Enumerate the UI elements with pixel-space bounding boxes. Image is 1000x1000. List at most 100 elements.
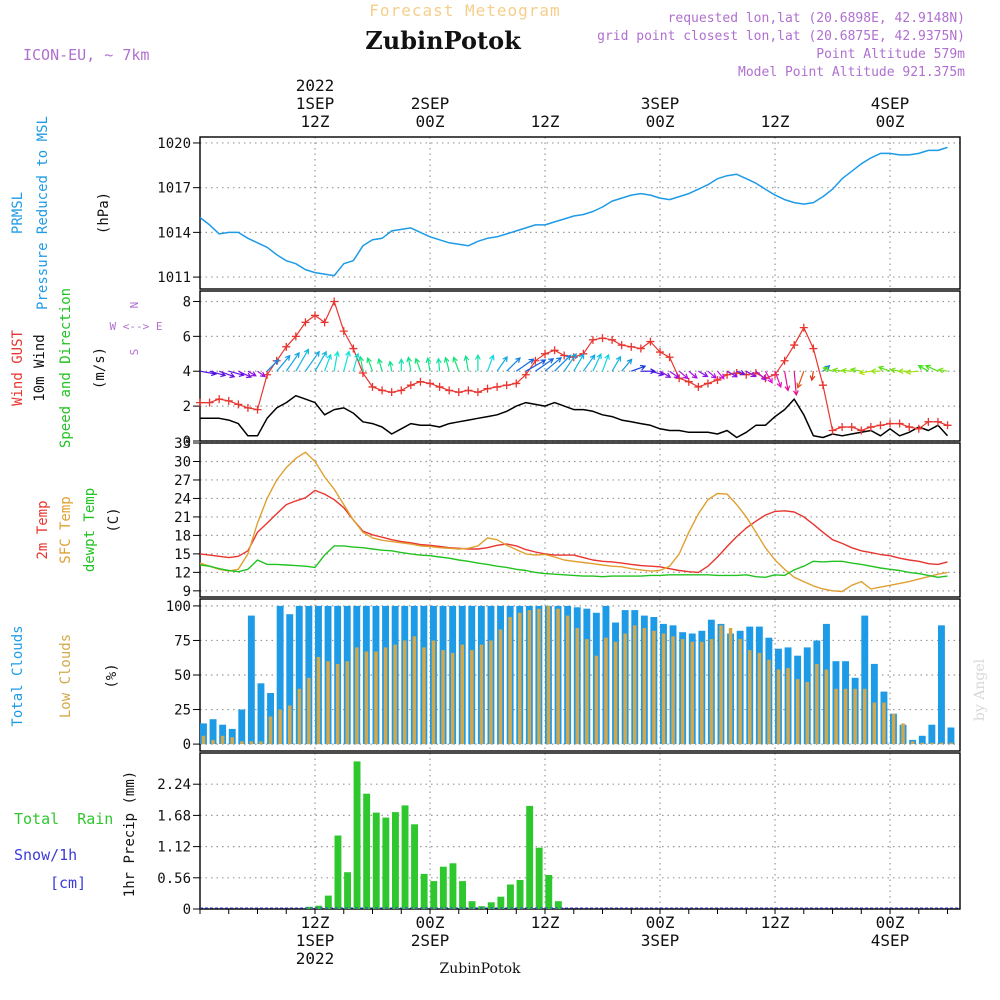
low-cloud-bar bbox=[652, 630, 656, 745]
low-cloud-bar bbox=[738, 639, 742, 745]
panel-frame bbox=[199, 598, 961, 752]
top-time-label: 00Z bbox=[646, 112, 675, 131]
dewpt-temp-label: dewpt Temp bbox=[82, 488, 98, 572]
low-cloud-bar bbox=[537, 608, 541, 745]
gust-marker bbox=[588, 335, 597, 344]
gust-marker bbox=[378, 386, 387, 395]
station-name: ZubinPotok bbox=[365, 26, 522, 55]
footer-station: ZubinPotok bbox=[439, 961, 521, 977]
gust-marker bbox=[723, 370, 732, 379]
y-tick-label: 1014 bbox=[157, 225, 191, 241]
wind-direction-arrow bbox=[463, 354, 470, 372]
wind-direction-arrow bbox=[592, 352, 602, 372]
wind-direction-arrow bbox=[582, 354, 596, 372]
wind-direction-arrow bbox=[601, 353, 610, 372]
rain-bar bbox=[353, 761, 361, 909]
rain-bar bbox=[344, 872, 351, 909]
wind-direction-arrow bbox=[688, 370, 698, 379]
total-cloud-bar bbox=[286, 614, 294, 745]
low-cloud-bar bbox=[604, 637, 608, 745]
total-cloud-bar bbox=[200, 723, 207, 745]
precip-axis-label: 1hr Precip (mm) bbox=[122, 771, 138, 897]
low-cloud-bar bbox=[479, 644, 484, 745]
y-tick-label: 0 bbox=[183, 737, 191, 753]
bottom-time-label: 00Z bbox=[416, 913, 445, 932]
bottom-time-label: 2022 bbox=[296, 949, 335, 968]
wind-direction-arrow bbox=[358, 355, 364, 372]
gust-marker bbox=[694, 382, 703, 391]
wind-direction-arrow bbox=[544, 356, 563, 372]
wind-direction-arrow bbox=[496, 355, 508, 372]
gust-marker bbox=[349, 344, 358, 353]
gust-marker bbox=[608, 335, 617, 344]
gust-marker bbox=[196, 398, 204, 407]
low-cloud-bar bbox=[220, 735, 225, 745]
top-time-label: 00Z bbox=[416, 112, 445, 131]
low-cloud-bar bbox=[872, 702, 877, 745]
wind-direction-arrow bbox=[611, 355, 622, 372]
y-tick-label: 27 bbox=[174, 473, 191, 489]
y-tick-label: 75 bbox=[174, 633, 191, 649]
y-tick-label: 100 bbox=[166, 599, 191, 615]
total-cloud-bar bbox=[938, 625, 945, 745]
low-cloud-bar bbox=[843, 688, 848, 745]
pressure-line bbox=[199, 146, 948, 277]
low-cloud-bar bbox=[623, 633, 627, 744]
low-cloud-bar bbox=[728, 628, 733, 745]
wind-direction-arrow bbox=[717, 370, 725, 380]
low-cloud-bar bbox=[211, 739, 215, 744]
rain-bar bbox=[535, 847, 543, 909]
total-cloud-bar bbox=[276, 605, 284, 745]
wind-direction-arrow bbox=[563, 352, 577, 372]
low-cloud-bar bbox=[834, 688, 838, 745]
low-cloud-bar bbox=[278, 709, 282, 744]
compass-s: S bbox=[128, 349, 141, 356]
model-name: ICON-EU, ~ 7km bbox=[23, 46, 149, 64]
gust-marker bbox=[838, 423, 847, 432]
gust-marker bbox=[291, 332, 300, 341]
wind-direction-arrow bbox=[858, 369, 872, 376]
gust-marker bbox=[809, 344, 818, 353]
speed-direction-label: Speed and Direction bbox=[58, 288, 74, 448]
y-tick-label: 30 bbox=[174, 454, 191, 470]
wind-direction-arrow bbox=[314, 350, 327, 372]
low-cloud-bar bbox=[450, 652, 455, 745]
gust-marker bbox=[905, 423, 914, 432]
low-cloud-bar bbox=[920, 742, 924, 745]
wind-direction-arrow bbox=[199, 370, 218, 377]
gust-marker bbox=[857, 426, 866, 435]
wind-direction-arrow bbox=[304, 350, 320, 372]
wind-direction-arrow bbox=[917, 364, 929, 372]
top-time-label: 2SEP bbox=[411, 94, 450, 113]
gust-marker bbox=[713, 375, 722, 384]
low-cloud-bar bbox=[240, 741, 244, 745]
panels: 1011101410171020024689121518212427303302… bbox=[157, 136, 961, 918]
wind-direction-arrow bbox=[452, 356, 460, 372]
wind-direction-arrow bbox=[870, 368, 881, 375]
bottom-time-label: 00Z bbox=[876, 913, 905, 932]
low-cloud-bar bbox=[690, 641, 694, 745]
gust-marker bbox=[445, 386, 454, 395]
low-cloud-bar bbox=[585, 639, 589, 745]
rain-bar bbox=[430, 881, 438, 909]
low-cloud-bar bbox=[891, 713, 896, 745]
gust-marker bbox=[426, 379, 435, 388]
low-cloud-bar bbox=[259, 741, 263, 745]
y-tick-label: 2 bbox=[183, 399, 191, 415]
low-cloud-bar bbox=[824, 669, 829, 745]
gust-marker bbox=[541, 349, 550, 358]
rain-bar bbox=[545, 875, 553, 909]
wind-direction-arrow bbox=[285, 351, 300, 372]
wind-direction-arrow bbox=[698, 370, 709, 378]
wind-direction-arrow bbox=[707, 370, 717, 379]
low-cloud-bar bbox=[786, 668, 790, 745]
low-cloud-bar bbox=[489, 640, 493, 745]
gust-marker bbox=[799, 323, 808, 332]
total-cloud-bar bbox=[209, 719, 217, 745]
compass-we: W <--> E bbox=[110, 320, 163, 333]
gust-marker bbox=[215, 395, 224, 404]
low-cloud-bar bbox=[805, 681, 809, 745]
gust-marker bbox=[646, 337, 655, 346]
